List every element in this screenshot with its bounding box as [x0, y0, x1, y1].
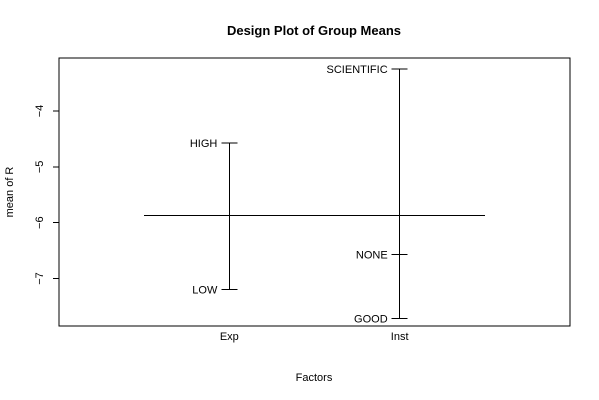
- x-tick-label: Inst: [391, 331, 409, 343]
- chart-title: Design Plot of Group Means: [227, 23, 401, 38]
- y-tick-label: −4: [34, 105, 46, 118]
- y-axis-title: mean of R: [4, 167, 16, 218]
- x-axis-title: Factors: [296, 372, 333, 384]
- y-tick-label: −6: [34, 216, 46, 229]
- level-label: NONE: [356, 250, 388, 262]
- y-tick-label: −5: [34, 161, 46, 174]
- plot-marks: HIGH LOW SCIENTIFIC NONE GOOD: [144, 64, 485, 326]
- x-tick-label: Exp: [220, 331, 239, 343]
- level-label: LOW: [192, 285, 218, 297]
- level-label: HIGH: [190, 138, 218, 150]
- x-axis: Exp Inst: [220, 331, 409, 343]
- level-label: SCIENTIFIC: [327, 64, 388, 76]
- level-label: GOOD: [354, 314, 388, 326]
- plot-frame: [58, 57, 571, 327]
- y-tick-label: −7: [34, 272, 46, 285]
- y-axis: −7 −6 −5 −4: [34, 105, 59, 285]
